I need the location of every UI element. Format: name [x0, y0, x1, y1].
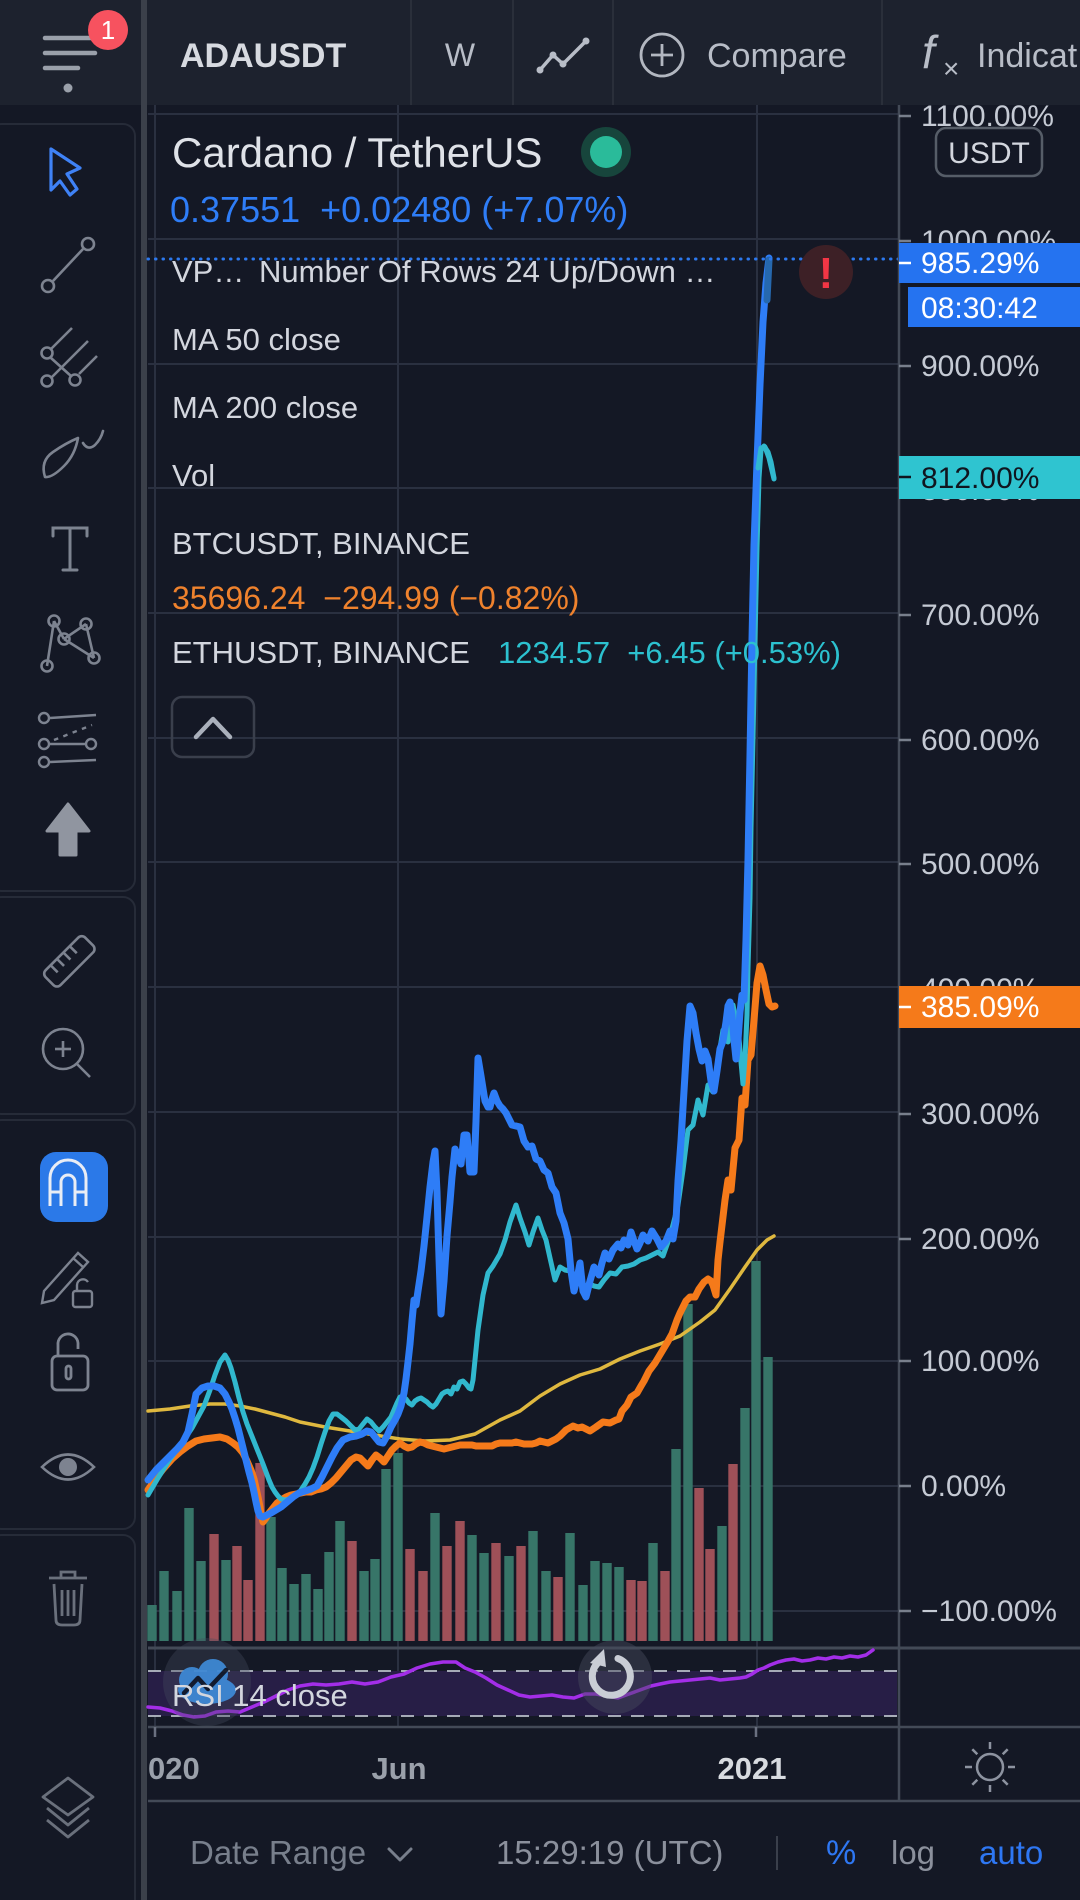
svg-text:%: %	[826, 1834, 856, 1872]
svg-text:200.00%: 200.00%	[921, 1223, 1039, 1256]
svg-text:MA 200 close: MA 200 close	[172, 390, 358, 425]
svg-text:W: W	[445, 37, 476, 73]
svg-text:USDT: USDT	[948, 137, 1030, 170]
svg-text:f: f	[922, 26, 939, 78]
svg-text:15:29:19 (UTC): 15:29:19 (UTC)	[496, 1834, 723, 1871]
svg-text:auto: auto	[979, 1834, 1043, 1871]
svg-text:Number Of Rows 24 Up/Down …: Number Of Rows 24 Up/Down …	[259, 254, 716, 289]
svg-text:VP…: VP…	[172, 254, 244, 289]
svg-text:ETHUSDT, BINANCE: ETHUSDT, BINANCE	[172, 635, 470, 670]
svg-text:100.00%: 100.00%	[921, 1345, 1039, 1378]
svg-text:2021: 2021	[718, 1751, 787, 1786]
svg-text:RSI 14 close: RSI 14 close	[172, 1678, 348, 1713]
svg-text:500.00%: 500.00%	[921, 848, 1039, 881]
svg-text:log: log	[891, 1834, 935, 1871]
svg-text:BTCUSDT, BINANCE: BTCUSDT, BINANCE	[172, 526, 470, 561]
svg-text:1: 1	[101, 15, 115, 45]
svg-text:300.00%: 300.00%	[921, 1098, 1039, 1131]
svg-text:Compare: Compare	[707, 37, 847, 75]
svg-text:0.00%: 0.00%	[921, 1470, 1006, 1503]
svg-text:020: 020	[148, 1751, 200, 1786]
svg-text:35696.24 −294.99 (−0.82%): 35696.24 −294.99 (−0.82%)	[172, 580, 579, 616]
svg-text:700.00%: 700.00%	[921, 599, 1039, 632]
svg-text:Date Range: Date Range	[190, 1834, 366, 1871]
svg-text:1234.57 +6.45 (+0.53%): 1234.57 +6.45 (+0.53%)	[498, 635, 841, 670]
svg-text:Cardano / TetherUS: Cardano / TetherUS	[172, 129, 542, 176]
svg-text:900.00%: 900.00%	[921, 350, 1039, 383]
svg-text:Jun: Jun	[371, 1751, 426, 1786]
svg-text:−100.00%: −100.00%	[921, 1595, 1057, 1628]
svg-text:08:30:42: 08:30:42	[921, 292, 1038, 325]
svg-text:MA 50 close: MA 50 close	[172, 322, 341, 357]
svg-text:ADAUSDT: ADAUSDT	[180, 37, 346, 75]
svg-text:812.00%: 812.00%	[921, 462, 1039, 495]
svg-text:0.37551 +0.02480 (+7.07%): 0.37551 +0.02480 (+7.07%)	[170, 189, 628, 230]
svg-text:385.09%: 385.09%	[921, 991, 1039, 1024]
svg-text:!: !	[819, 249, 834, 298]
svg-text:600.00%: 600.00%	[921, 724, 1039, 757]
svg-text:×: ×	[943, 53, 959, 84]
svg-text:Indicat: Indicat	[977, 37, 1078, 75]
svg-text:Vol: Vol	[172, 458, 215, 493]
svg-text:985.29%: 985.29%	[921, 247, 1039, 280]
